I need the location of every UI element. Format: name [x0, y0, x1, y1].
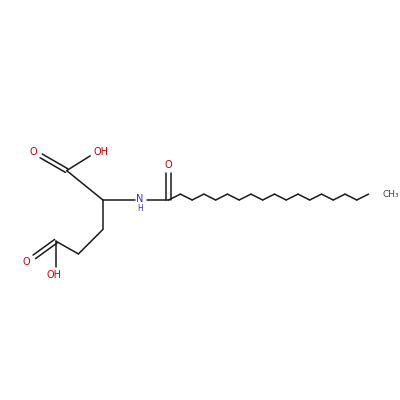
Text: O: O	[30, 147, 37, 157]
Text: OH: OH	[94, 147, 108, 157]
Text: CH₃: CH₃	[382, 190, 399, 199]
Text: N: N	[136, 194, 144, 204]
Text: O: O	[23, 257, 30, 267]
Text: OH: OH	[46, 270, 62, 280]
Text: H: H	[137, 204, 143, 213]
Text: O: O	[165, 160, 172, 170]
